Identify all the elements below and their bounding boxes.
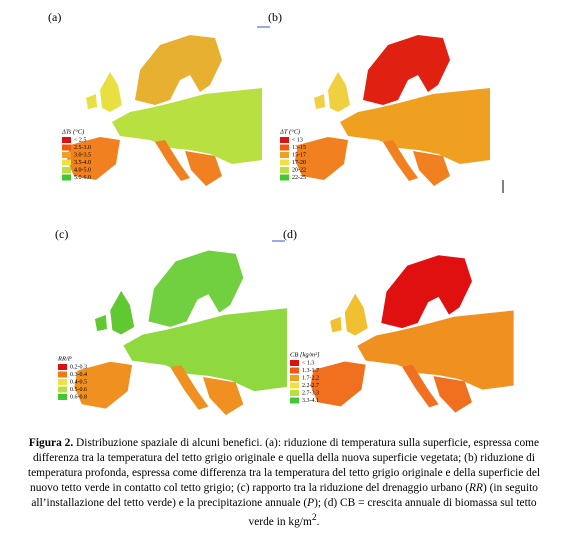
caption-text: ); (d) CB = crescita annuale di biomassa… (248, 497, 537, 528)
legend-swatch (280, 174, 289, 181)
legend-label: < 2.5 (74, 137, 86, 143)
legend-label: 5.0-6.0 (74, 175, 91, 181)
legend-label: 15-17 (292, 152, 306, 158)
legend-label: 0.6-0.8 (70, 394, 87, 400)
caption-text: Distribuzione spaziale di alcuni benefic… (27, 437, 541, 494)
legend-label: 2.7-3.3 (302, 390, 319, 396)
legend-label: 1.7-2.2 (302, 375, 319, 381)
legend-swatch (58, 371, 67, 378)
legend-swatch (58, 394, 67, 400)
legend-label: 1.3-1.7 (302, 368, 319, 374)
legend-label: 2.2-2.7 (302, 383, 319, 389)
legend-swatch (290, 360, 299, 366)
legend-swatch (290, 367, 299, 374)
legend-swatch (280, 159, 289, 166)
map (67, 35, 262, 186)
legend-swatch (58, 386, 67, 393)
legend-label: 17-20 (292, 160, 306, 166)
legend-title: RR/P (57, 355, 72, 362)
legend-swatch (58, 379, 67, 385)
legend-swatch (62, 137, 71, 143)
legend-title: ΔT (°C) (279, 128, 300, 135)
caption-text: P (307, 497, 315, 509)
legend-label: < 13 (292, 137, 303, 143)
legend-label: 3.5-4.0 (74, 160, 91, 166)
legend-swatch (62, 152, 71, 158)
legend-label: 22-25 (292, 175, 306, 181)
caption-text: . (316, 515, 320, 528)
legend-swatch (290, 390, 299, 396)
legend-label: 3.0-3.5 (74, 152, 91, 158)
legend-label: 2.5-3.0 (74, 145, 91, 151)
legend-label: 4.0-5.0 (74, 167, 91, 173)
legend-label: 3.3-4.1 (302, 398, 319, 404)
legend-swatch (62, 144, 71, 151)
legend-swatch (62, 159, 71, 166)
legend-swatch (280, 152, 289, 158)
legend-swatch (280, 137, 289, 143)
map (295, 35, 490, 186)
legend-label: < 1.3 (302, 360, 314, 366)
panel-label: (a) (48, 10, 61, 24)
legend-swatch (62, 167, 71, 173)
legend-title: ΔTs (°C) (61, 128, 84, 135)
legend-label: 0.5-0.6 (70, 387, 87, 393)
legend-swatch (290, 375, 299, 381)
map (310, 255, 514, 413)
legend-swatch (290, 382, 299, 389)
legend-label: 13-15 (292, 145, 306, 151)
legend-label: 0.4-0.5 (70, 379, 87, 385)
legend-swatch (280, 167, 289, 173)
legend-title: CB [kg/m²] (290, 351, 320, 358)
caption-text: 2 (311, 513, 317, 523)
legend-label: 20-22 (292, 167, 306, 173)
caption: Figura 2. Distribuzione spaziale di alcu… (24, 436, 544, 530)
figure: (a) ΔTs (°C) < 2.5 2.5-3.03.0-3.5 3.5-4.04.0… (48, 10, 514, 416)
caption-text: ) (in seguito all’installazione del tett… (31, 482, 538, 509)
caption-label: Figura 2. (28, 437, 74, 449)
legend-swatch (290, 397, 299, 404)
panel-label: (d) (283, 227, 297, 241)
legend-swatch (58, 364, 67, 370)
legend-swatch (62, 174, 71, 181)
legend-swatch (280, 144, 289, 151)
legend-label: 0.3-0.4 (70, 372, 87, 378)
caption-text: RR (469, 482, 483, 494)
panel-label: (b) (268, 10, 282, 24)
panel-label: (c) (55, 227, 68, 241)
legend-label: 0.2-0.3 (70, 364, 87, 370)
map (74, 250, 287, 416)
